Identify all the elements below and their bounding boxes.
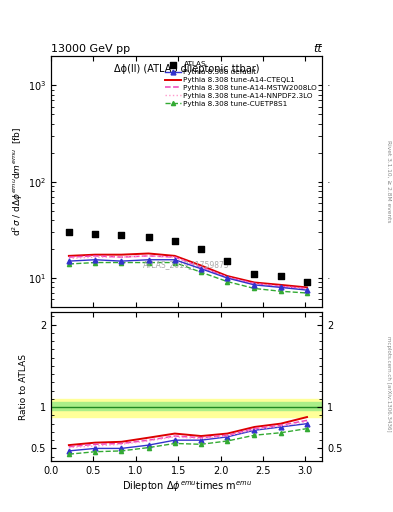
Line: Pythia 8.308 default: Pythia 8.308 default [66,258,309,292]
Pythia 8.308 tune-A14-CTEQL1 [199,263,204,269]
Line: Pythia 8.308 tune-CUETP8S1: Pythia 8.308 tune-CUETP8S1 [67,261,309,295]
Pythia 8.308 tune-A14-NNPDF2.3LO [146,253,151,259]
Pythia 8.308 tune-CUETP8S1 [146,260,151,266]
Text: 13000 GeV pp: 13000 GeV pp [51,44,130,54]
Pythia 8.308 tune-A14-CTEQL1 [173,253,177,259]
Pythia 8.308 tune-CUETP8S1 [225,279,230,285]
Pythia 8.308 tune-CUETP8S1 [66,261,71,267]
Pythia 8.308 default [278,284,283,290]
X-axis label: Dilepton $\Delta\phi^{emu}$times m$^{emu}$: Dilepton $\Delta\phi^{emu}$times m$^{emu… [121,480,252,494]
Pythia 8.308 tune-A14-CTEQL1 [146,250,151,257]
ATLAS [118,231,125,239]
Pythia 8.308 tune-A14-NNPDF2.3LO [66,255,71,262]
Pythia 8.308 tune-CUETP8S1 [305,290,309,296]
ATLAS [145,232,152,241]
Text: Rivet 3.1.10, ≥ 2.8M events: Rivet 3.1.10, ≥ 2.8M events [386,140,391,223]
ATLAS [66,228,72,236]
Pythia 8.308 tune-A14-NNPDF2.3LO [225,274,230,281]
Pythia 8.308 default [305,287,309,293]
Pythia 8.308 tune-A14-CTEQL1 [93,251,97,258]
Pythia 8.308 tune-A14-NNPDF2.3LO [119,254,124,260]
Text: ATLAS_2019_I1759875: ATLAS_2019_I1759875 [143,260,230,269]
Pythia 8.308 tune-A14-NNPDF2.3LO [278,283,283,289]
Text: Δϕ(ll) (ATLAS dileptonic ttbar): Δϕ(ll) (ATLAS dileptonic ttbar) [114,64,259,74]
Pythia 8.308 tune-A14-MSTW2008LO [225,274,230,281]
Bar [51,399,322,417]
Pythia 8.308 tune-A14-CTEQL1 [278,282,283,288]
Pythia 8.308 tune-CUETP8S1 [199,269,204,275]
Pythia 8.308 default [252,282,257,288]
Pythia 8.308 tune-CUETP8S1 [119,260,124,266]
ATLAS [304,279,310,287]
Pythia 8.308 tune-A14-NNPDF2.3LO [305,286,309,292]
Y-axis label: d$^2\sigma$ / d$\Delta\phi^{emu}$d$m^{emu}$  [fb]: d$^2\sigma$ / d$\Delta\phi^{emu}$d$m^{em… [11,127,25,237]
Y-axis label: Ratio to ATLAS: Ratio to ATLAS [19,353,28,419]
Pythia 8.308 tune-A14-MSTW2008LO [119,254,124,260]
Pythia 8.308 tune-A14-NNPDF2.3LO [199,264,204,270]
Pythia 8.308 tune-A14-NNPDF2.3LO [252,281,257,287]
Text: mcplots.cern.ch [arXiv:1306.3436]: mcplots.cern.ch [arXiv:1306.3436] [386,336,391,432]
ATLAS [224,257,231,265]
ATLAS [277,272,284,280]
Pythia 8.308 tune-A14-CTEQL1 [119,251,124,258]
Pythia 8.308 tune-A14-MSTW2008LO [199,264,204,270]
ATLAS [92,229,98,238]
Pythia 8.308 tune-A14-MSTW2008LO [252,281,257,287]
Pythia 8.308 default [66,258,71,264]
Text: tt̅: tt̅ [314,44,322,54]
Pythia 8.308 default [225,275,230,281]
Pythia 8.308 tune-A14-MSTW2008LO [278,283,283,289]
Pythia 8.308 tune-CUETP8S1 [173,260,177,266]
Line: Pythia 8.308 tune-A14-MSTW2008LO: Pythia 8.308 tune-A14-MSTW2008LO [69,256,307,288]
Pythia 8.308 tune-A14-MSTW2008LO [146,253,151,259]
Bar [51,402,322,411]
Pythia 8.308 tune-A14-CTEQL1 [252,280,257,286]
Line: Pythia 8.308 tune-A14-CTEQL1: Pythia 8.308 tune-A14-CTEQL1 [69,253,307,287]
Pythia 8.308 tune-CUETP8S1 [252,285,257,291]
Pythia 8.308 tune-A14-CTEQL1 [66,253,71,259]
Pythia 8.308 tune-CUETP8S1 [93,260,97,266]
ATLAS [172,238,178,246]
Pythia 8.308 default [93,257,97,263]
Pythia 8.308 tune-A14-MSTW2008LO [305,285,309,291]
Pythia 8.308 tune-A14-NNPDF2.3LO [93,254,97,260]
Legend: ATLAS, Pythia 8.308 default, Pythia 8.308 tune-A14-CTEQL1, Pythia 8.308 tune-A14: ATLAS, Pythia 8.308 default, Pythia 8.30… [163,60,319,108]
Pythia 8.308 default [173,257,177,263]
Pythia 8.308 tune-A14-MSTW2008LO [93,253,97,259]
Pythia 8.308 tune-A14-CTEQL1 [305,284,309,290]
Pythia 8.308 default [119,258,124,264]
Pythia 8.308 default [199,266,204,272]
Pythia 8.308 tune-CUETP8S1 [278,288,283,294]
Line: Pythia 8.308 tune-A14-NNPDF2.3LO: Pythia 8.308 tune-A14-NNPDF2.3LO [69,256,307,289]
ATLAS [252,270,258,278]
ATLAS [198,245,204,253]
Pythia 8.308 tune-A14-MSTW2008LO [66,254,71,260]
Pythia 8.308 default [146,257,151,263]
Pythia 8.308 tune-A14-NNPDF2.3LO [173,254,177,260]
Pythia 8.308 tune-A14-CTEQL1 [225,273,230,279]
Pythia 8.308 tune-A14-MSTW2008LO [173,254,177,260]
